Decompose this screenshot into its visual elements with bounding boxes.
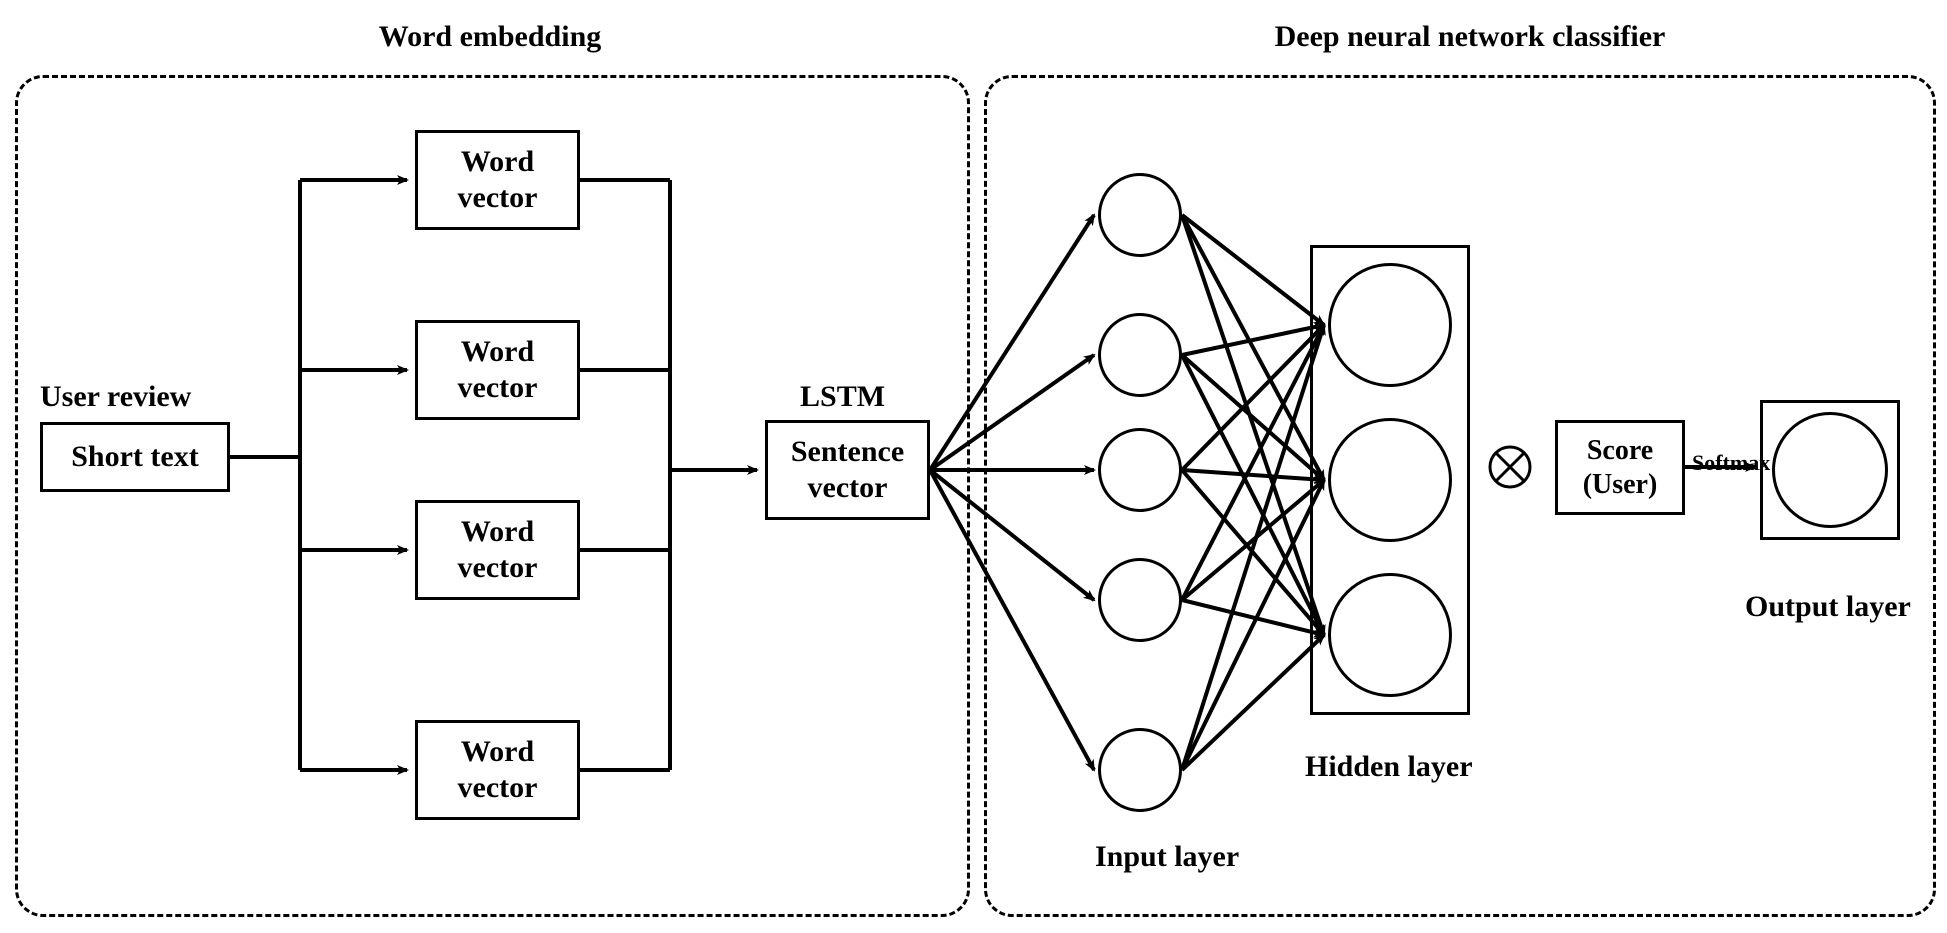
box-word-vector-3: Word vector: [415, 500, 580, 600]
label-user-review: User review: [40, 380, 191, 414]
box-word-vector-4: Word vector: [415, 720, 580, 820]
label-input-layer: Input layer: [1095, 840, 1239, 874]
hidden-neuron-2: [1328, 418, 1452, 542]
input-neuron-5: [1098, 728, 1182, 812]
box-score-user: Score (User): [1555, 420, 1685, 515]
box-word-vector-1: Word vector: [415, 130, 580, 230]
label-lstm: LSTM: [800, 380, 885, 414]
label-output-layer: Output layer: [1745, 590, 1911, 624]
box-sentence-vector: Sentence vector: [765, 420, 930, 520]
input-neuron-3: [1098, 428, 1182, 512]
hidden-neuron-3: [1328, 573, 1452, 697]
label-softmax: Softmax: [1692, 450, 1770, 476]
box-word-vector-2: Word vector: [415, 320, 580, 420]
box-short-text: Short text: [40, 422, 230, 492]
input-neuron-1: [1098, 173, 1182, 257]
panel-right-title: Deep neural network classifier: [1220, 20, 1720, 54]
output-neuron: [1772, 412, 1888, 528]
hidden-neuron-1: [1328, 263, 1452, 387]
input-neuron-2: [1098, 313, 1182, 397]
panel-left-title: Word embedding: [300, 20, 680, 54]
label-hidden-layer: Hidden layer: [1305, 750, 1473, 784]
input-neuron-4: [1098, 558, 1182, 642]
